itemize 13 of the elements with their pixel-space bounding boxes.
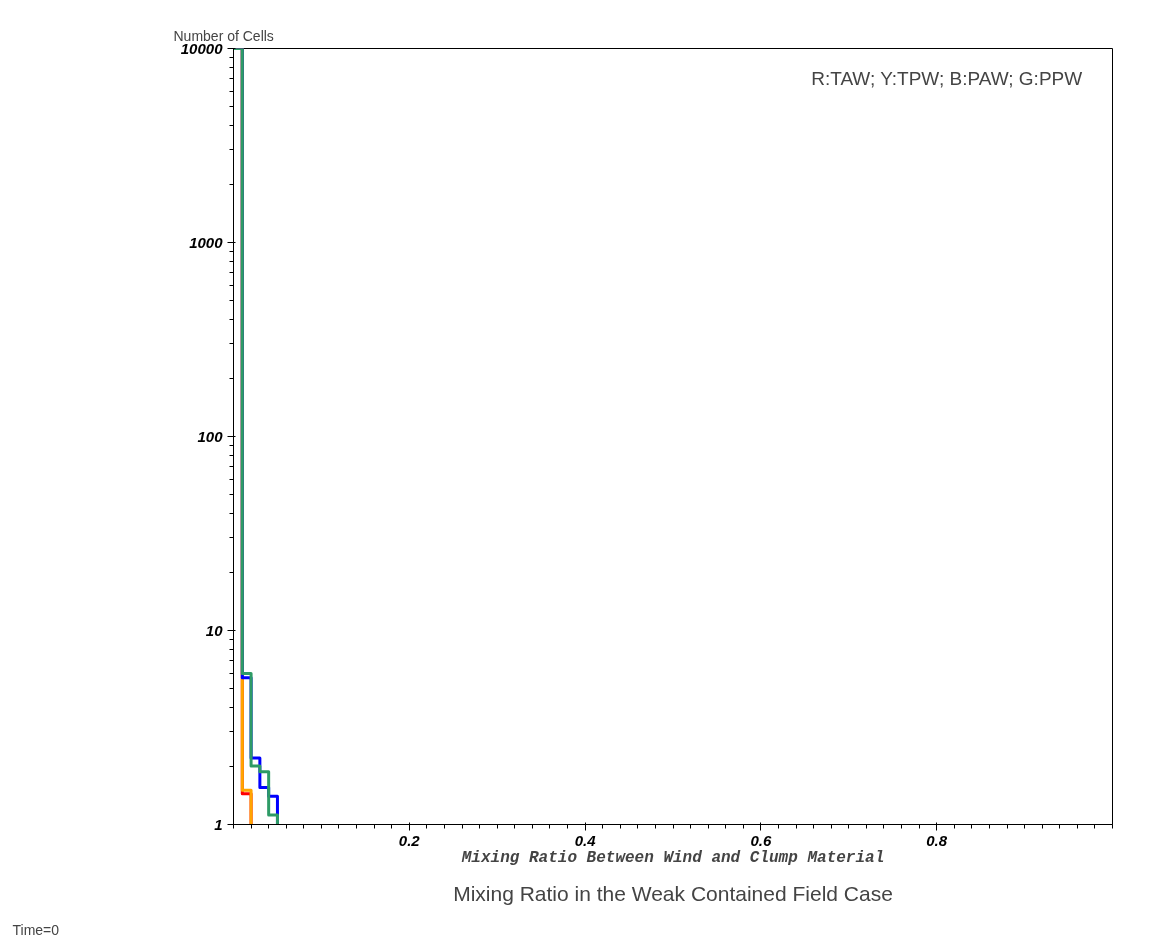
x-tick-label: 0.4 — [574, 831, 597, 849]
y-tick-label: 100 — [197, 427, 224, 445]
text: Time=0 — [12, 921, 60, 938]
x-tick-label: 0.2 — [398, 831, 421, 849]
x-tick-label: 0.6 — [750, 831, 772, 849]
text: Mixing Ratio in the Weak Contained Field Case — [453, 881, 893, 905]
y-tick-label: 1 — [214, 815, 223, 833]
y-axis-title: Number of Cells — [173, 27, 274, 44]
x-axis-title: Mixing Ratio Between Wind and Clump Material — [460, 848, 885, 867]
y-tick-label: 1000 — [189, 233, 224, 251]
annotation: R:TAW; Y:TPW; B:PAW; G:PPW — [811, 68, 1083, 89]
y-tick-label: 10 — [205, 621, 224, 639]
x-tick-label: 0.8 — [926, 831, 948, 849]
